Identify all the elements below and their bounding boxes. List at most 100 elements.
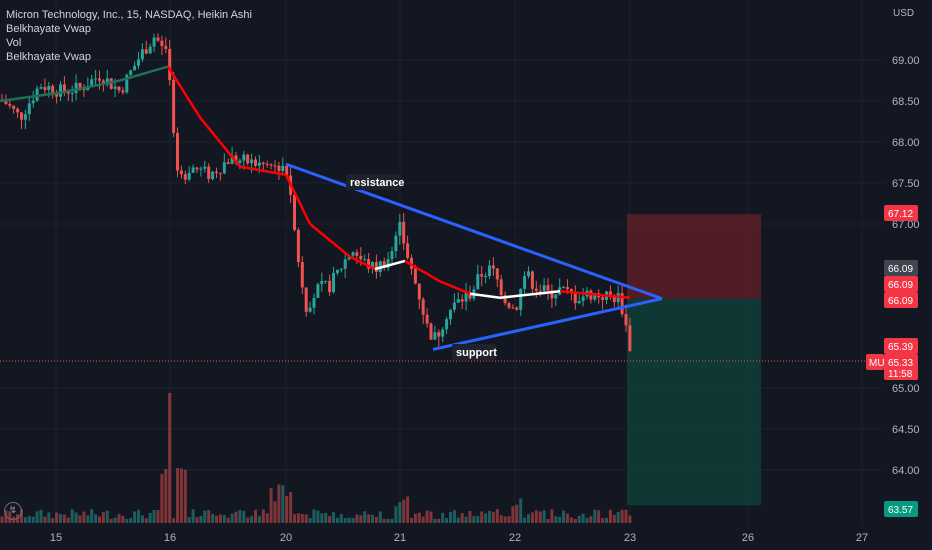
candle-body (628, 325, 632, 352)
volume-bar (519, 498, 523, 523)
candle-body (98, 78, 101, 81)
volume-bar (488, 510, 491, 523)
candle-body (199, 168, 203, 170)
volume-bar (133, 511, 137, 523)
take-profit-zone[interactable] (627, 298, 761, 506)
price-label-stop[interactable] (884, 205, 918, 221)
volume-bar (0, 516, 4, 523)
price-axis[interactable]: 69.00 68.50 68.00 67.50 67.00 65.00 64.50 64.00… (866, 0, 932, 526)
candle-body (480, 274, 484, 277)
volume-bar (328, 516, 332, 523)
volume-bar (495, 509, 499, 523)
candle-body (179, 170, 183, 175)
candle-body (527, 271, 530, 277)
resistance-trendline[interactable] (285, 162, 663, 301)
symbol-tag[interactable] (866, 354, 884, 370)
candle-body (250, 159, 254, 164)
candle-body (343, 259, 347, 269)
price-label-red[interactable] (884, 338, 918, 354)
support-trendline[interactable] (432, 297, 663, 351)
volume-bar (546, 518, 550, 523)
time-tick-label: 22 (509, 532, 521, 544)
volume-bar (265, 513, 269, 523)
volume-bar (324, 512, 328, 523)
volume-bar (612, 514, 616, 523)
candle-body (160, 40, 164, 47)
candle-body (152, 37, 156, 47)
volume-bar (499, 515, 503, 523)
volume-bar (226, 517, 230, 523)
time-axis-bg (0, 526, 932, 550)
position-zones[interactable] (0, 214, 884, 506)
volume-bar (98, 516, 101, 523)
candle-body (495, 268, 499, 280)
volume-bar (160, 473, 164, 523)
candle-body (464, 292, 468, 302)
volume-bar (172, 518, 176, 523)
volume-bar (585, 517, 589, 523)
volume-bar (203, 510, 207, 523)
price-label-red[interactable] (884, 354, 918, 380)
volume-bar (187, 516, 191, 523)
volume-bar (82, 511, 86, 523)
volume-bar (59, 514, 62, 523)
price-tick-label: 67.50 (892, 178, 920, 190)
candle-body (429, 323, 433, 340)
candle-body (566, 287, 569, 290)
candle-body (265, 163, 269, 165)
stop-loss-zone[interactable] (627, 214, 761, 299)
price-label-neutral[interactable] (884, 260, 918, 276)
price-tick-label: 68.50 (892, 96, 920, 108)
vwap-segment (374, 259, 406, 271)
volume-bar (257, 516, 261, 523)
candle-body (183, 174, 187, 180)
candle-body (156, 37, 160, 41)
candle-body (27, 103, 31, 115)
support-label-bg (452, 344, 496, 360)
candle-body (4, 99, 8, 105)
candle-body (413, 268, 417, 284)
candle-body (507, 303, 511, 308)
volume-bar (281, 485, 285, 523)
volume-bar (550, 509, 554, 523)
indicator-vol[interactable]: Vol (6, 37, 22, 49)
symbol-title[interactable]: Micron Technology, Inc., 15, NASDAQ, Hei… (6, 9, 252, 21)
volume-bar (39, 509, 43, 523)
candle-body (230, 155, 234, 164)
time-tick-label: 20 (280, 532, 292, 544)
candle-body (374, 262, 378, 273)
volume-bar (390, 518, 394, 523)
volume-bar (445, 518, 449, 523)
volume-bar (234, 511, 238, 523)
trendlines[interactable] (285, 162, 663, 351)
volume-bar (289, 492, 293, 523)
indicator-vwap-2[interactable]: Belkhayate Vwap (6, 51, 91, 63)
volume-bar (359, 515, 363, 523)
volume-bar (121, 516, 125, 523)
volume-bar (468, 511, 472, 523)
volume-bar (464, 516, 468, 523)
symbol-tag-text: MU (869, 358, 885, 369)
volume-bar (31, 516, 35, 523)
candle-body (90, 79, 94, 87)
candle-body (601, 297, 605, 300)
volume-bar (308, 518, 312, 523)
candle-body (351, 252, 355, 256)
tradingview-logo-icon[interactable]: ↯ (4, 502, 22, 520)
volume-bar (156, 510, 160, 523)
candle-body (538, 290, 542, 292)
candle-body (437, 332, 441, 337)
price-label-red[interactable] (884, 292, 918, 308)
indicator-vwap-1[interactable]: Belkhayate Vwap (6, 23, 91, 35)
candle-body (226, 162, 230, 164)
volume-bar (476, 515, 480, 523)
candle-body (234, 155, 238, 163)
volume-bar (562, 510, 566, 523)
candle-body (371, 262, 374, 269)
price-label-target[interactable] (884, 501, 918, 517)
volume-bar (597, 510, 601, 523)
volume-bar (616, 512, 620, 523)
price-label-red[interactable] (884, 276, 918, 292)
time-axis[interactable]: 15 16 20 21 22 23 26 27 (0, 526, 932, 550)
